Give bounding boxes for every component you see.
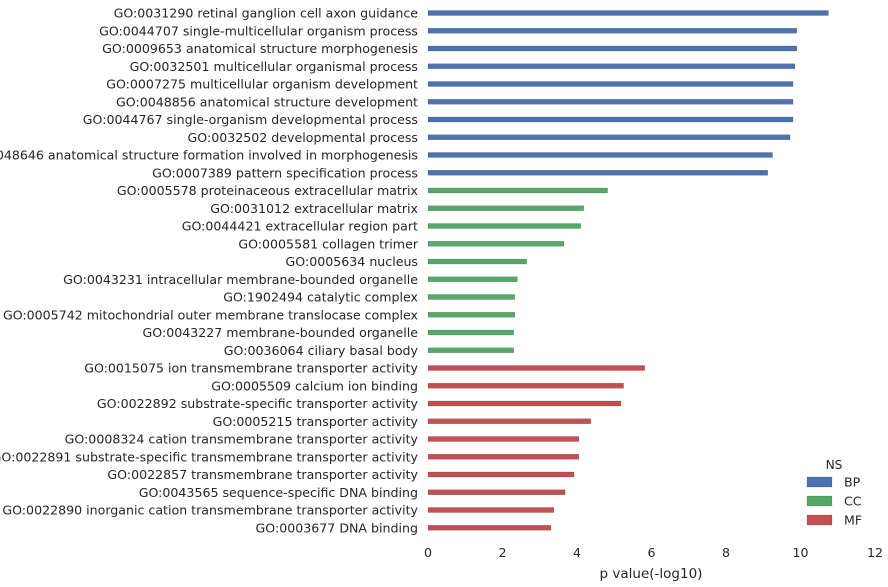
y-tick-label: GO:0005742 mitochondrial outer membrane … [3, 307, 419, 322]
bar-29 [427, 507, 555, 513]
y-tick-label: GO:0022892 substrate-specific transporte… [97, 396, 419, 411]
y-tick-label: GO:1902494 catalytic complex [223, 290, 418, 305]
y-tick-label: GO:0022890 inorganic cation transmembran… [2, 503, 418, 518]
bar-28 [427, 489, 566, 495]
legend-label-mf: MF [844, 513, 862, 528]
x-tick-label: 2 [498, 545, 506, 560]
bar-25 [427, 436, 580, 442]
y-tick-label: GO:0044707 single-multicellular organism… [99, 23, 418, 38]
x-tick-label: 8 [722, 545, 730, 560]
x-tick-label: 12 [867, 545, 883, 560]
y-tick-label: GO:0036064 ciliary basal body [224, 343, 419, 358]
bar-12 [427, 205, 584, 211]
bar-17 [427, 294, 516, 300]
y-tick-label: GO:0022857 transmembrane transporter act… [107, 467, 418, 482]
y-tick-label: GO:0005634 nucleus [286, 254, 418, 269]
bar-21 [427, 365, 646, 371]
y-tick-label: GO:0009653 anatomical structure morphoge… [102, 41, 418, 56]
bar-14 [427, 241, 565, 247]
y-tick-label: GO:0005509 calcium ion binding [211, 378, 418, 393]
y-tick-label: GO:0015075 ion transmembrane transporter… [84, 361, 418, 376]
bar-4 [427, 63, 796, 69]
x-tick-labels: 0 2 4 6 8 10 12 [424, 545, 883, 560]
bar-9 [427, 152, 773, 158]
legend-title: NS [826, 458, 843, 472]
bar-20 [427, 347, 514, 353]
x-axis-label: p value(-log10) [600, 566, 703, 582]
bar-27 [427, 471, 575, 478]
y-tick-label: GO:0043227 membrane-bounded organelle [143, 325, 419, 340]
y-tick-label: GO:0031290 retinal ganglion cell axon gu… [114, 6, 419, 21]
x-tick-label: 0 [424, 545, 432, 560]
y-tick-label: GO:0044421 extracellular region part [182, 219, 418, 234]
bar-2 [427, 28, 798, 34]
x-tick-label: 10 [792, 545, 808, 560]
y-tick-labels: GO:0031290 retinal ganglion cell axon gu… [0, 6, 419, 536]
bar-7 [427, 116, 794, 123]
bar-13 [427, 223, 581, 229]
y-tick-label: GO:0008324 cation transmembrane transpor… [65, 432, 419, 447]
y-tick-label: GO:0005578 proteinaceous extracellular m… [117, 183, 419, 198]
y-tick-label: GO:0032502 developmental process [188, 130, 418, 145]
y-tick-label: GO:0043231 intracellular membrane-bounde… [63, 272, 418, 287]
legend-swatch-bp [806, 476, 833, 488]
legend-swatch-cc [806, 495, 833, 507]
bar-1 [427, 10, 829, 16]
bar-26 [427, 454, 580, 460]
y-tick-label: GO:0043565 sequence-specific DNA binding [139, 485, 418, 500]
y-tick-label: GO:0005215 transporter activity [213, 414, 419, 429]
bar-8 [427, 134, 791, 140]
bar-15 [427, 258, 527, 265]
legend-swatch-mf [806, 514, 833, 526]
y-tick-label: GO:0007275 multicellular organism develo… [106, 77, 418, 92]
x-tick-label: 6 [647, 545, 655, 560]
bars-group [427, 10, 829, 531]
y-tick-label: GO:0032501 multicellular organismal proc… [130, 59, 418, 74]
y-tick-label: GO:0048856 anatomical structure developm… [116, 94, 418, 109]
bar-24 [427, 418, 592, 424]
bar-6 [427, 99, 794, 105]
legend-label-cc: CC [844, 494, 862, 509]
y-tick-label: GO:0044767 single-organism developmental… [83, 112, 418, 127]
y-tick-label: GO:0031012 extracellular matrix [210, 201, 418, 216]
bar-19 [427, 329, 514, 336]
x-tick-label: 4 [573, 545, 581, 560]
bar-23 [427, 400, 622, 407]
bar-10 [427, 170, 768, 176]
y-tick-label: GO:0005581 collagen trimer [238, 236, 418, 251]
y-tick-label: GO:0003677 DNA binding [256, 520, 418, 535]
bar-5 [427, 81, 794, 87]
bar-22 [427, 383, 624, 389]
legend: NS BP CC MF [806, 458, 862, 528]
y-tick-label: GO:0048646 anatomical structure formatio… [0, 148, 418, 163]
bar-11 [427, 187, 608, 194]
bar-3 [427, 45, 798, 52]
y-tick-label: GO:0022891 substrate-specific transmembr… [0, 449, 419, 464]
bar-16 [427, 276, 518, 282]
bar-30 [427, 525, 552, 531]
legend-label-bp: BP [844, 475, 861, 490]
y-tick-label: GO:0007389 pattern specification process [152, 165, 418, 180]
bar-18 [427, 312, 516, 318]
